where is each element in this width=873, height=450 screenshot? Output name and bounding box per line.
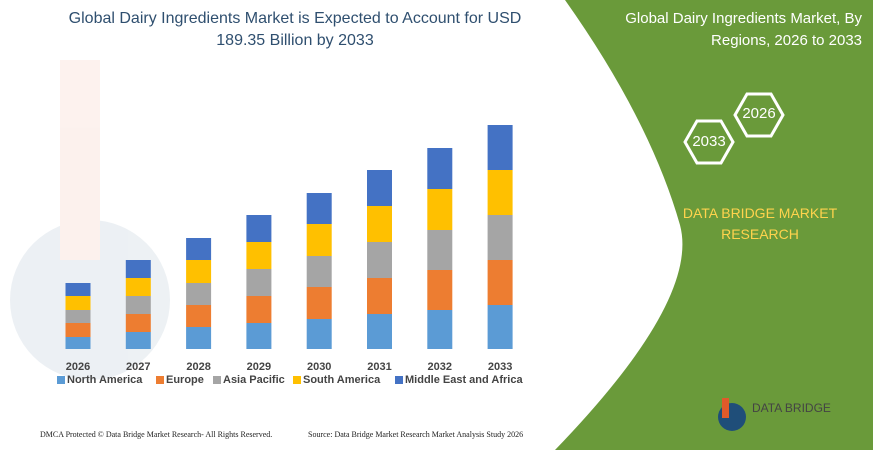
bar-segment	[427, 310, 453, 349]
legend-swatch	[395, 376, 403, 384]
bar-segment	[186, 260, 212, 283]
bar-segment	[487, 260, 513, 305]
footer-left: DMCA Protected © Data Bridge Market Rese…	[40, 430, 273, 439]
x-tick-label: 2028	[186, 361, 210, 373]
bar-segment	[125, 278, 151, 296]
x-tick-label: 2032	[428, 361, 452, 373]
bar-segment	[427, 189, 453, 230]
bar-segment	[65, 296, 91, 310]
bar-segment	[306, 319, 332, 349]
logo	[718, 398, 746, 431]
hexagon	[733, 92, 785, 138]
bar-segment	[125, 260, 151, 278]
bar-segment	[367, 170, 392, 206]
x-tick-label: 2031	[367, 361, 391, 373]
bar-segment	[306, 256, 332, 287]
bar-segment	[65, 310, 91, 323]
bar-segment	[367, 242, 392, 278]
green-panel	[555, 0, 873, 450]
x-tick-label: 2027	[126, 361, 150, 373]
bar-segment	[306, 287, 332, 319]
panel-title: Global Dairy Ingredients Market, By Regi…	[625, 10, 862, 49]
legend-swatch	[213, 376, 221, 384]
legend-label: South America	[303, 374, 381, 386]
hex-label: 2033	[692, 133, 726, 150]
footer-right: Source: Data Bridge Market Research Mark…	[308, 430, 524, 439]
x-tick-label: 2029	[247, 361, 271, 373]
hexagon	[683, 119, 735, 165]
legend-swatch	[293, 376, 301, 384]
bar-segment	[125, 296, 151, 314]
bar-segment	[246, 269, 272, 296]
bar-segment	[487, 170, 513, 215]
legend-label: Asia Pacific	[223, 374, 285, 386]
bar-segment	[186, 327, 212, 349]
bar-segment	[427, 270, 453, 310]
x-tick-label: 2030	[307, 361, 331, 373]
bar-segment	[427, 148, 453, 189]
bar-segment	[246, 242, 272, 269]
x-tick-label: 2033	[488, 361, 512, 373]
bar-segment	[246, 296, 272, 323]
bar-segment	[186, 305, 212, 327]
bar-segment	[487, 215, 513, 260]
bar-segment	[367, 206, 392, 242]
brand: DATA BRIDGE MARKET RESEARCH	[682, 205, 838, 242]
bar-segment	[125, 332, 151, 349]
bar-segment	[65, 337, 91, 349]
bar-segment	[246, 323, 272, 349]
x-tick-label: 2026	[66, 361, 90, 373]
bar-segment	[367, 278, 392, 314]
bar-segment	[487, 125, 513, 170]
bar-segment	[367, 314, 392, 349]
bar-segment	[65, 283, 91, 296]
chart-title: Global Dairy Ingredients Market is Expec…	[68, 10, 522, 49]
bar-segment	[306, 224, 332, 256]
legend-swatch	[57, 376, 65, 384]
legend-label: Europe	[166, 374, 204, 386]
legend-label: North America	[67, 374, 143, 386]
bar-segment	[186, 238, 212, 260]
bar-segment	[246, 215, 272, 242]
legend-label: Middle East and Africa	[405, 374, 523, 386]
legend-swatch	[156, 376, 164, 384]
bar-segment	[125, 314, 151, 332]
bar-segment	[306, 193, 332, 224]
bar-segment	[487, 305, 513, 349]
logo-text: DATA BRIDGE	[752, 401, 831, 415]
bar-segment	[186, 283, 212, 305]
bar-segment	[65, 323, 91, 337]
hex-label: 2026	[742, 105, 776, 122]
bar-segment	[427, 230, 453, 270]
